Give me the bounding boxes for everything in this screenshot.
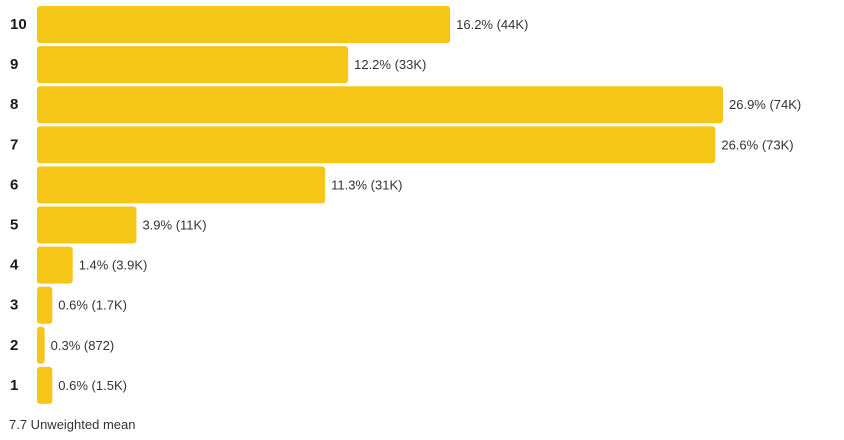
bar-5: [37, 206, 137, 244]
value-label-5: 3.9% (11K): [142, 218, 206, 233]
bar-7: [37, 126, 716, 164]
bar-row-7: 7 26.6% (73K): [10, 126, 794, 164]
value-label-9: 12.2% (33K): [354, 57, 426, 72]
value-label-6: 11.3% (31K): [331, 177, 402, 192]
rating-label-3: 3: [10, 297, 18, 314]
rating-label-1: 1: [10, 377, 18, 394]
value-label-2: 0.3% (872): [51, 338, 115, 353]
value-label-7: 26.6% (73K): [721, 137, 793, 152]
bar-row-3: 3 0.6% (1.7K): [10, 286, 127, 324]
bar-row-5: 5 3.9% (11K): [10, 206, 207, 244]
rating-label-2: 2: [10, 337, 18, 354]
bar-row-1: 1 0.6% (1.5K): [10, 366, 127, 404]
rating-label-8: 8: [10, 96, 18, 113]
rating-label-4: 4: [10, 257, 19, 274]
unweighted-mean-label: 7.7 Unweighted mean: [9, 417, 136, 432]
bar-10: [37, 6, 451, 43]
bar-3: [37, 286, 53, 324]
rating-label-5: 5: [10, 217, 18, 234]
bar-9: [37, 46, 349, 84]
rating-label-7: 7: [10, 136, 18, 153]
value-label-8: 26.9% (74K): [729, 97, 801, 112]
value-label-3: 0.6% (1.7K): [58, 298, 127, 313]
bar-6: [37, 166, 326, 204]
bar-row-4: 4 1.4% (3.9K): [10, 246, 148, 284]
bar-8: [37, 86, 723, 124]
bar-2: [37, 326, 45, 364]
bar-1: [37, 366, 53, 404]
bar-4: [37, 246, 73, 284]
value-label-1: 0.6% (1.5K): [58, 378, 127, 393]
bar-row-8: 8 26.9% (74K): [10, 86, 801, 124]
bar-row-10: 10 16.2% (44K): [10, 6, 528, 43]
bar-row-6: 6 11.3% (31K): [10, 166, 402, 204]
rating-label-9: 9: [10, 56, 18, 73]
rating-label-10: 10: [10, 16, 27, 33]
bar-row-9: 9 12.2% (33K): [10, 46, 426, 84]
bars-group: 10 16.2% (44K)9 12.2% (33K)8 26.9% (74K)7 26…: [10, 6, 801, 404]
bar-row-2: 2 0.3% (872): [10, 326, 115, 364]
rating-label-6: 6: [10, 176, 18, 193]
value-label-10: 16.2% (44K): [456, 17, 528, 32]
value-label-4: 1.4% (3.9K): [79, 258, 148, 273]
